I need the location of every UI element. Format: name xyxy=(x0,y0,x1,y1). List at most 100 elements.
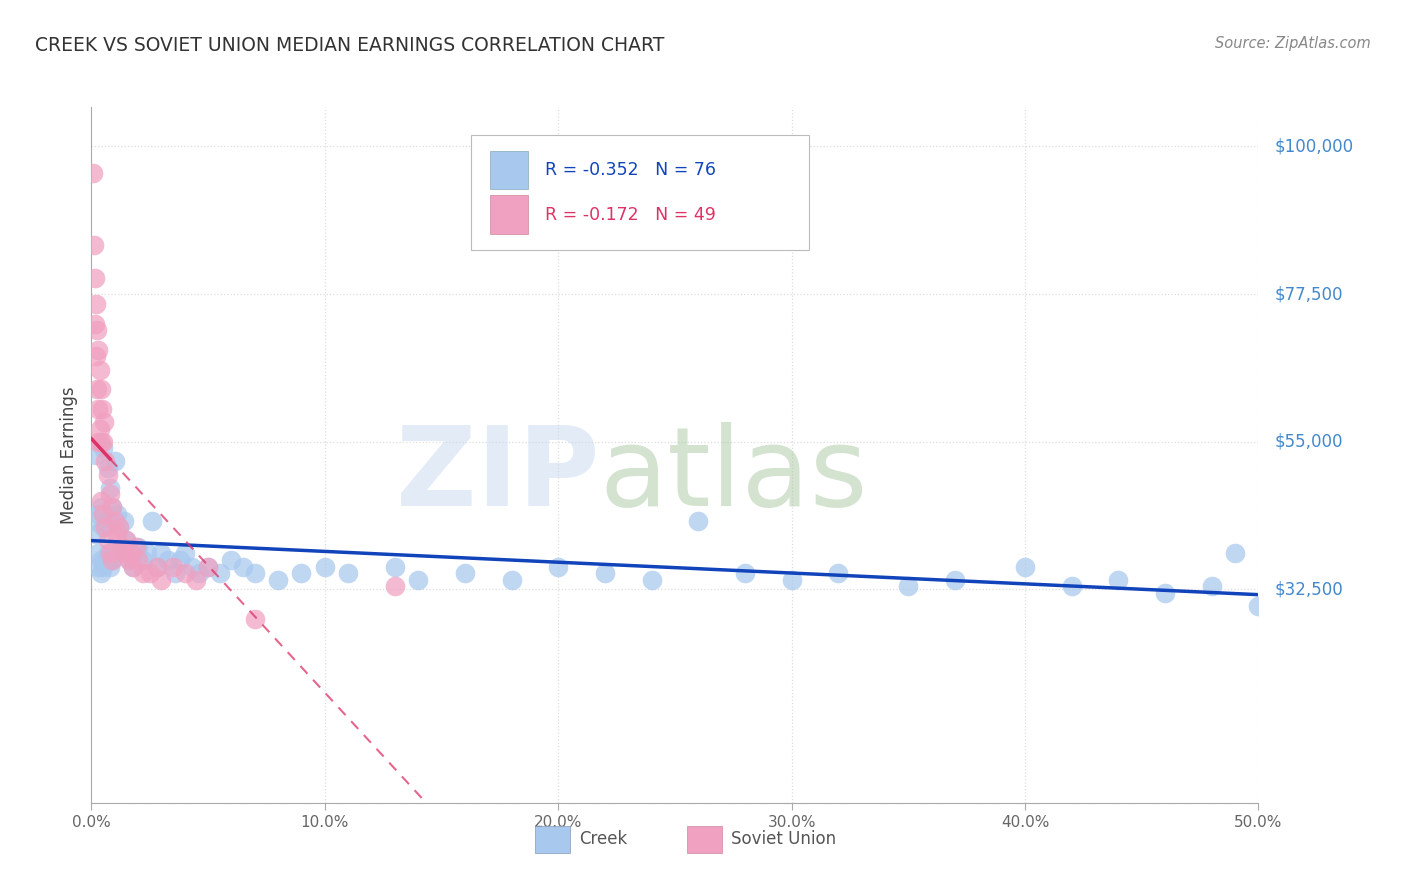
Point xyxy=(384,579,406,593)
Point xyxy=(120,546,142,560)
Point xyxy=(221,553,243,567)
Point xyxy=(187,566,209,580)
Point xyxy=(112,514,135,528)
Point xyxy=(91,559,114,574)
Point xyxy=(104,454,127,468)
Point xyxy=(108,520,131,534)
Point xyxy=(90,434,112,449)
Point xyxy=(132,566,155,580)
Point xyxy=(734,566,756,580)
Point xyxy=(101,553,124,567)
Point xyxy=(108,520,131,534)
Point xyxy=(90,566,112,580)
Point xyxy=(197,559,219,574)
Point xyxy=(82,166,104,180)
Text: atlas: atlas xyxy=(599,422,868,529)
Point xyxy=(87,343,110,357)
Point xyxy=(1340,573,1362,587)
Point xyxy=(454,566,477,580)
Point xyxy=(84,297,107,311)
Point xyxy=(125,540,148,554)
FancyBboxPatch shape xyxy=(491,195,527,234)
Text: R = -0.172   N = 49: R = -0.172 N = 49 xyxy=(546,205,716,224)
Point xyxy=(83,238,105,252)
Point xyxy=(180,559,202,574)
Point xyxy=(91,442,114,456)
Point xyxy=(243,612,266,626)
Point xyxy=(93,415,115,429)
Text: Creek: Creek xyxy=(579,830,627,848)
Point xyxy=(111,540,134,554)
Text: R = -0.352   N = 76: R = -0.352 N = 76 xyxy=(546,161,716,179)
Point xyxy=(104,546,127,560)
Point xyxy=(89,362,111,376)
Point xyxy=(111,540,134,554)
Point xyxy=(94,553,117,567)
Point xyxy=(87,559,110,574)
Point xyxy=(150,573,173,587)
Point xyxy=(897,579,920,593)
Text: Source: ZipAtlas.com: Source: ZipAtlas.com xyxy=(1215,36,1371,51)
Point xyxy=(90,500,112,515)
Point xyxy=(101,500,124,515)
Point xyxy=(162,559,184,574)
Point xyxy=(84,448,107,462)
Point xyxy=(243,566,266,580)
Text: CREEK VS SOVIET UNION MEDIAN EARNINGS CORRELATION CHART: CREEK VS SOVIET UNION MEDIAN EARNINGS CO… xyxy=(35,36,665,54)
Point xyxy=(84,526,107,541)
Point xyxy=(943,573,966,587)
Point xyxy=(547,559,569,574)
Point xyxy=(1247,599,1270,613)
Point xyxy=(90,494,112,508)
Point xyxy=(780,573,803,587)
Point xyxy=(94,514,117,528)
Point xyxy=(83,270,105,285)
Point xyxy=(1201,579,1223,593)
Point xyxy=(118,553,141,567)
FancyBboxPatch shape xyxy=(471,135,808,250)
Point xyxy=(827,566,849,580)
Point xyxy=(290,566,312,580)
Point xyxy=(87,401,110,416)
Point xyxy=(1060,579,1083,593)
Point xyxy=(127,553,149,567)
Text: $100,000: $100,000 xyxy=(1275,137,1354,155)
Y-axis label: Median Earnings: Median Earnings xyxy=(60,386,79,524)
Point xyxy=(1388,592,1406,607)
FancyBboxPatch shape xyxy=(491,151,527,189)
Point xyxy=(640,573,662,587)
Point xyxy=(89,422,111,436)
Point xyxy=(87,434,110,449)
Point xyxy=(91,507,114,521)
Point xyxy=(86,323,108,337)
Point xyxy=(208,566,231,580)
Point xyxy=(98,559,121,574)
Point xyxy=(94,454,117,468)
Point xyxy=(90,382,112,396)
Point xyxy=(132,553,155,567)
Point xyxy=(97,546,120,560)
Point xyxy=(165,566,187,580)
Point xyxy=(97,467,120,482)
Point xyxy=(98,546,121,560)
Point xyxy=(314,559,336,574)
Text: ZIP: ZIP xyxy=(395,422,599,529)
Point xyxy=(1154,586,1177,600)
Point xyxy=(157,553,180,567)
Point xyxy=(112,546,135,560)
Point xyxy=(83,317,105,331)
Point xyxy=(406,573,429,587)
Point xyxy=(145,559,167,574)
Point xyxy=(104,514,127,528)
Point xyxy=(127,540,149,554)
Point xyxy=(97,461,120,475)
Point xyxy=(267,573,290,587)
Point xyxy=(90,401,112,416)
Point xyxy=(173,546,195,560)
Point xyxy=(86,382,108,396)
Point xyxy=(1014,559,1036,574)
Point xyxy=(384,559,406,574)
Point xyxy=(186,573,208,587)
Point xyxy=(90,553,112,567)
Point xyxy=(197,559,219,574)
